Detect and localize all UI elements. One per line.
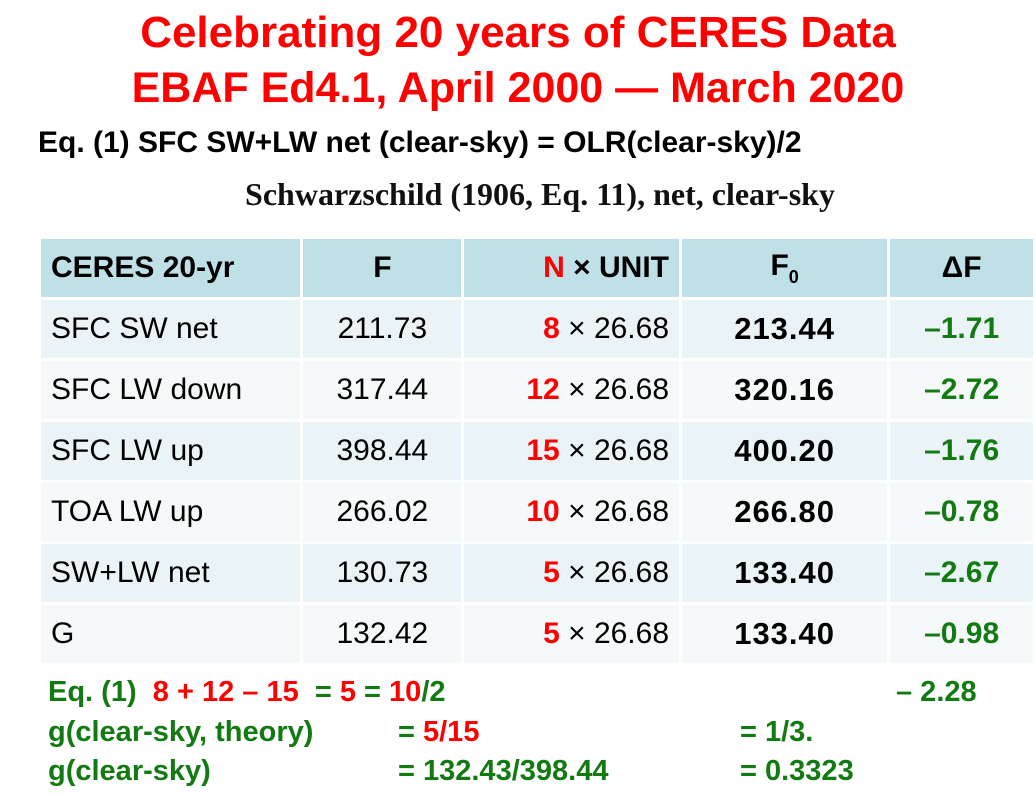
table-row: SFC LW up 398.44 15 × 26.68 400.20 –1.76	[41, 422, 1033, 480]
row-name: SFC LW down	[41, 361, 301, 419]
header-f0-main: F	[770, 248, 789, 282]
table-header-row: CERES 20-yr F N × UNIT F0 ΔF	[41, 239, 1033, 297]
footer-g-theory-value: = 1/3.	[740, 716, 814, 748]
footer-eq-n1: 8	[152, 676, 169, 708]
footer-eq-eq1: =	[298, 676, 340, 708]
footer-g-expr: = 132.43/398.44	[398, 755, 609, 787]
row-unit: × 26.68	[559, 617, 670, 650]
row-name: G	[41, 605, 301, 663]
footer-eq-eq2: =	[355, 676, 390, 708]
row-n-unit: 10 × 26.68	[464, 483, 680, 541]
row-delta-f: –1.71	[890, 300, 1033, 358]
row-f0: 213.44	[682, 300, 888, 358]
row-n-unit: 12 × 26.68	[464, 361, 680, 419]
row-f: 130.73	[303, 544, 462, 602]
footer-eq-n4: 5	[339, 676, 356, 708]
footer-g-theory-eq: =	[398, 716, 423, 748]
row-unit: × 26.68	[559, 495, 670, 528]
row-n-unit: 5 × 26.68	[464, 544, 680, 602]
table-row: SFC SW net 211.73 8 × 26.68 213.44 –1.71	[41, 300, 1033, 358]
subtitle: Schwarzschild (1906, Eq. 11), net, clear…	[245, 176, 835, 212]
row-f0: 133.40	[682, 605, 888, 663]
row-name: SFC SW net	[41, 300, 301, 358]
footer-g-label: g(clear-sky)	[48, 755, 211, 787]
row-n-unit: 8 × 26.68	[464, 300, 680, 358]
table-row: SFC LW down 317.44 12 × 26.68 320.16 –2.…	[41, 361, 1033, 419]
footer-eq-total: – 2.28	[896, 676, 977, 708]
row-n: 15	[526, 434, 560, 467]
header-delta-f: ΔF	[890, 239, 1033, 297]
row-n: 10	[526, 495, 560, 528]
footer-equation: Eq. (1) 8 + 12 – 15 = 5 = 10/2	[48, 676, 446, 709]
footer-g-theory-label: g(clear-sky, theory)	[48, 716, 314, 748]
row-delta-f: –2.67	[890, 544, 1033, 602]
equation-heading: Eq. (1) SFC SW+LW net (clear-sky) = OLR(…	[38, 126, 802, 159]
header-n: N	[543, 251, 565, 284]
row-name: SFC LW up	[41, 422, 301, 480]
row-f: 266.02	[303, 483, 462, 541]
row-n: 5	[543, 617, 560, 650]
footer-eq-n2: 12	[201, 676, 235, 708]
footer-eq-n5: 10	[389, 676, 422, 708]
footer-eq-minus: –	[234, 676, 267, 708]
footer-g-theory-frac: 5/15	[423, 716, 480, 748]
row-f0: 133.40	[682, 544, 888, 602]
header-unit: × UNIT	[564, 251, 670, 284]
row-delta-f: –0.98	[890, 605, 1033, 663]
footer-g-theory-expr: = 5/15	[398, 716, 479, 749]
row-n-unit: 5 × 26.68	[464, 605, 680, 663]
table-row: TOA LW up 266.02 10 × 26.68 266.80 –0.78	[41, 483, 1033, 541]
row-f: 398.44	[303, 422, 462, 480]
header-f: F	[303, 239, 462, 297]
title-line-2: EBAF Ed4.1, April 2000 — March 2020	[131, 64, 905, 112]
row-unit: × 26.68	[559, 556, 670, 589]
row-delta-f: –2.72	[890, 361, 1033, 419]
row-name: TOA LW up	[41, 483, 301, 541]
row-f0: 266.80	[682, 483, 888, 541]
row-unit: × 26.68	[559, 373, 670, 406]
footer-eq-plus: +	[168, 676, 202, 708]
header-f0: F0	[682, 239, 888, 297]
row-unit: × 26.68	[559, 434, 670, 467]
footer-eq-n3: 15	[266, 676, 299, 708]
row-unit: × 26.68	[559, 312, 670, 345]
header-f0-sub: 0	[788, 266, 799, 287]
row-name: SW+LW net	[41, 544, 301, 602]
row-f: 317.44	[303, 361, 462, 419]
row-delta-f: –1.76	[890, 422, 1033, 480]
ceres-table: CERES 20-yr F N × UNIT F0 ΔF SFC SW net …	[38, 236, 1036, 666]
row-f: 211.73	[303, 300, 462, 358]
footer-eq-label: Eq. (1)	[48, 676, 137, 708]
title-line-1: Celebrating 20 years of CERES Data	[140, 8, 896, 57]
footer-g-value: = 0.3323	[740, 755, 854, 787]
table-row: G 132.42 5 × 26.68 133.40 –0.98	[41, 605, 1033, 663]
row-f0: 320.16	[682, 361, 888, 419]
row-n: 8	[543, 312, 560, 345]
row-f: 132.42	[303, 605, 462, 663]
row-n: 12	[526, 373, 560, 406]
table-row: SW+LW net 130.73 5 × 26.68 133.40 –2.67	[41, 544, 1033, 602]
footer-eq-div: /2	[421, 676, 446, 708]
row-delta-f: –0.78	[890, 483, 1033, 541]
row-n: 5	[543, 556, 560, 589]
header-n-unit: N × UNIT	[464, 239, 680, 297]
row-n-unit: 15 × 26.68	[464, 422, 680, 480]
header-ceres: CERES 20-yr	[41, 239, 301, 297]
row-f0: 400.20	[682, 422, 888, 480]
